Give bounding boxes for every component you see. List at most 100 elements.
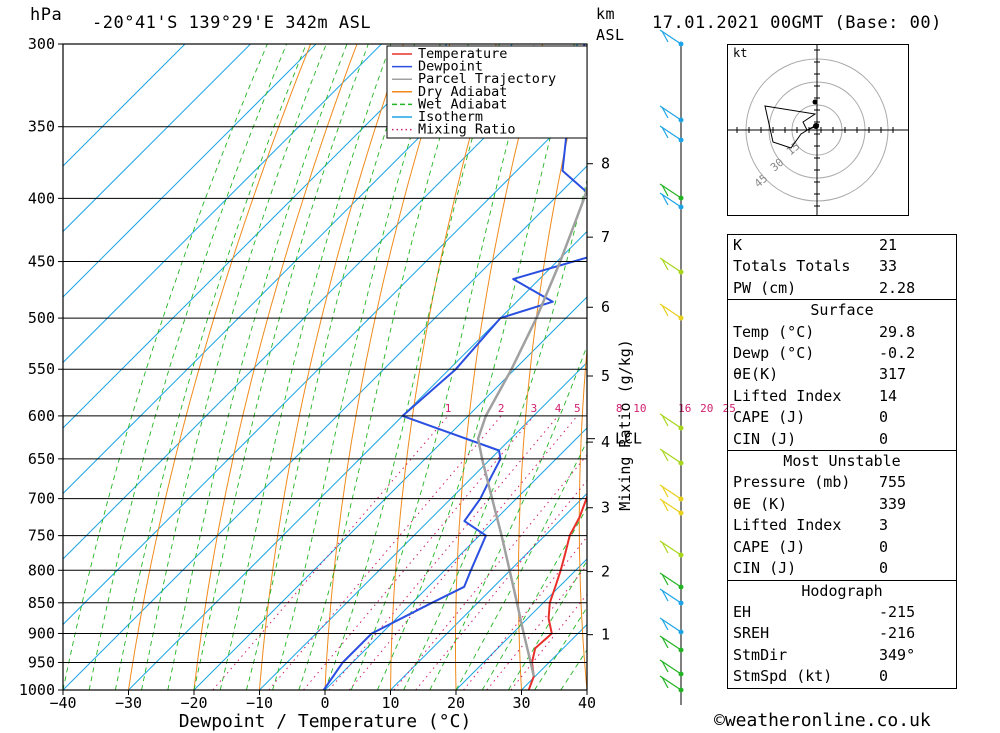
indices-table: K 21 Totals Totals 33 PW (cm) 2.28 Surface Te…: [727, 234, 957, 689]
wet-adiabat-line: [350, 44, 535, 690]
wet-adiabat-line: [193, 44, 369, 690]
legend-label: Wet Adiabat: [418, 96, 507, 112]
wind-barb: [659, 635, 682, 651]
mixing-ratio-label: 4: [555, 402, 562, 415]
wind-barb: [659, 617, 682, 633]
isotherm-line: [63, 99, 587, 626]
wind-barb: [659, 303, 682, 319]
legend-label: Dewpoint: [418, 59, 483, 75]
wind-barb: [659, 484, 682, 500]
mixing-ratio-label: 5: [574, 402, 581, 415]
most-unstable-value: 3: [879, 516, 889, 535]
dry-adiabat-line: [958, 44, 1000, 690]
temperature-tick-label: 20: [447, 694, 465, 712]
km-tick-label: 6: [601, 298, 610, 316]
dry-adiabat-line: [324, 44, 451, 690]
hodograph-stat-row: EH -215: [728, 602, 956, 623]
surface-value: 317: [879, 365, 907, 384]
wind-barb: [659, 572, 682, 588]
mixing-ratio-axis-label: Mixing Ratio (g/kg): [616, 339, 634, 511]
isotherm-line: [63, 44, 317, 298]
surface-value: 0: [879, 408, 889, 427]
lcl-label: LCL: [615, 430, 642, 448]
wet-adiabat-line: [245, 44, 416, 690]
wind-barb: [659, 192, 682, 208]
legend-label: Temperature: [418, 46, 507, 62]
most-unstable-row: CIN (J) 0: [728, 558, 956, 579]
mixing-ratio-label: 2: [498, 402, 505, 415]
surface-label: CAPE (J): [733, 408, 806, 427]
surface-value: -0.2: [879, 344, 916, 363]
mixing-ratio-line: [348, 415, 578, 690]
most-unstable-value: 0: [879, 559, 889, 578]
wet-adiabat-line: [88, 44, 288, 690]
surface-row: CAPE (J) 0: [728, 407, 956, 428]
dewpoint-line: [322, 44, 587, 690]
most-unstable-row: Pressure (mb) 755: [728, 472, 956, 493]
most-unstable-label: CAPE (J): [733, 537, 806, 556]
mixing-ratio-line: [303, 415, 535, 690]
wind-barb: [659, 183, 682, 199]
pressure-tick-label: 800: [28, 561, 55, 579]
wind-barb: [659, 29, 682, 45]
isotherm-line: [324, 427, 587, 690]
surface-row: Dewp (°C) -0.2: [728, 343, 956, 364]
dry-adiabat-line: [696, 44, 729, 690]
km-tick-label: 2: [601, 563, 610, 581]
mixing-ratio-label: 16: [678, 402, 691, 415]
surface-row: θE(K) 317: [728, 364, 956, 385]
temperature-tick-label: −10: [246, 694, 273, 712]
isotherm-line: [63, 44, 579, 560]
isotherm-line: [63, 44, 382, 364]
most-unstable-value: 0: [879, 537, 889, 556]
mixing-ratio-line: [415, 479, 587, 690]
hodograph-stat-value: 0: [879, 667, 889, 686]
index-value: 2.28: [879, 278, 916, 297]
surface-label: Temp (°C): [733, 322, 815, 341]
km-tick-label: 7: [601, 228, 610, 246]
pressure-unit-label: hPa: [30, 5, 63, 25]
dry-adiabat-line: [638, 44, 682, 690]
legend-label: Isotherm: [418, 109, 483, 125]
hodograph-marker: [812, 99, 818, 105]
location-title: -20°41'S 139°29'E 342m ASL: [92, 13, 372, 33]
km-tick-label: 5: [601, 367, 610, 385]
wind-barb: [659, 257, 682, 273]
temperature-tick-label: 0: [320, 694, 329, 712]
most-unstable-row: θE (K) 339: [728, 494, 956, 515]
mixing-ratio-label: 25: [723, 402, 736, 415]
index-row: Totals Totals 33: [728, 256, 956, 277]
most-unstable-label: θE (K): [733, 494, 788, 513]
wet-adiabat-line: [376, 44, 575, 690]
index-row: PW (cm) 2.28: [728, 278, 956, 299]
isotherm-line: [63, 44, 513, 495]
hodograph-title: Hodograph: [801, 581, 883, 600]
surface-title: Surface: [810, 301, 874, 320]
mixing-ratio-label: 3: [531, 402, 538, 415]
index-value: 33: [879, 257, 898, 276]
isotherm-line: [390, 492, 587, 690]
surface-row: CIN (J) 0: [728, 429, 956, 450]
index-row: K 21: [728, 235, 956, 256]
isotherm-line: [259, 361, 587, 690]
km-label: km: [596, 5, 616, 23]
temperature-tick-label: 10: [381, 694, 399, 712]
hodograph-stat-row: StmDir 349°: [728, 645, 956, 666]
mixing-ratio-label: 1: [445, 402, 452, 415]
km-tick-label: 3: [601, 499, 610, 517]
wind-barb: [659, 659, 682, 675]
most-unstable-label: CIN (J): [733, 559, 797, 578]
hodograph-stat-value: 349°: [879, 645, 916, 664]
hodograph-stat-value: -215: [879, 602, 916, 621]
x-axis-label: Dewpoint / Temperature (°C): [179, 711, 472, 732]
mixing-ratio-line: [328, 415, 559, 690]
surface-label: Lifted Index: [733, 386, 842, 405]
temperature-tick-label: −30: [115, 694, 142, 712]
wind-barb: [659, 125, 682, 141]
most-unstable-row: CAPE (J) 0: [728, 537, 956, 558]
hodograph-stat-label: SREH: [733, 624, 770, 643]
most-unstable-title: Most Unstable: [783, 452, 901, 471]
temperature-tick-label: −40: [49, 694, 76, 712]
temperature-tick-label: 30: [512, 694, 530, 712]
